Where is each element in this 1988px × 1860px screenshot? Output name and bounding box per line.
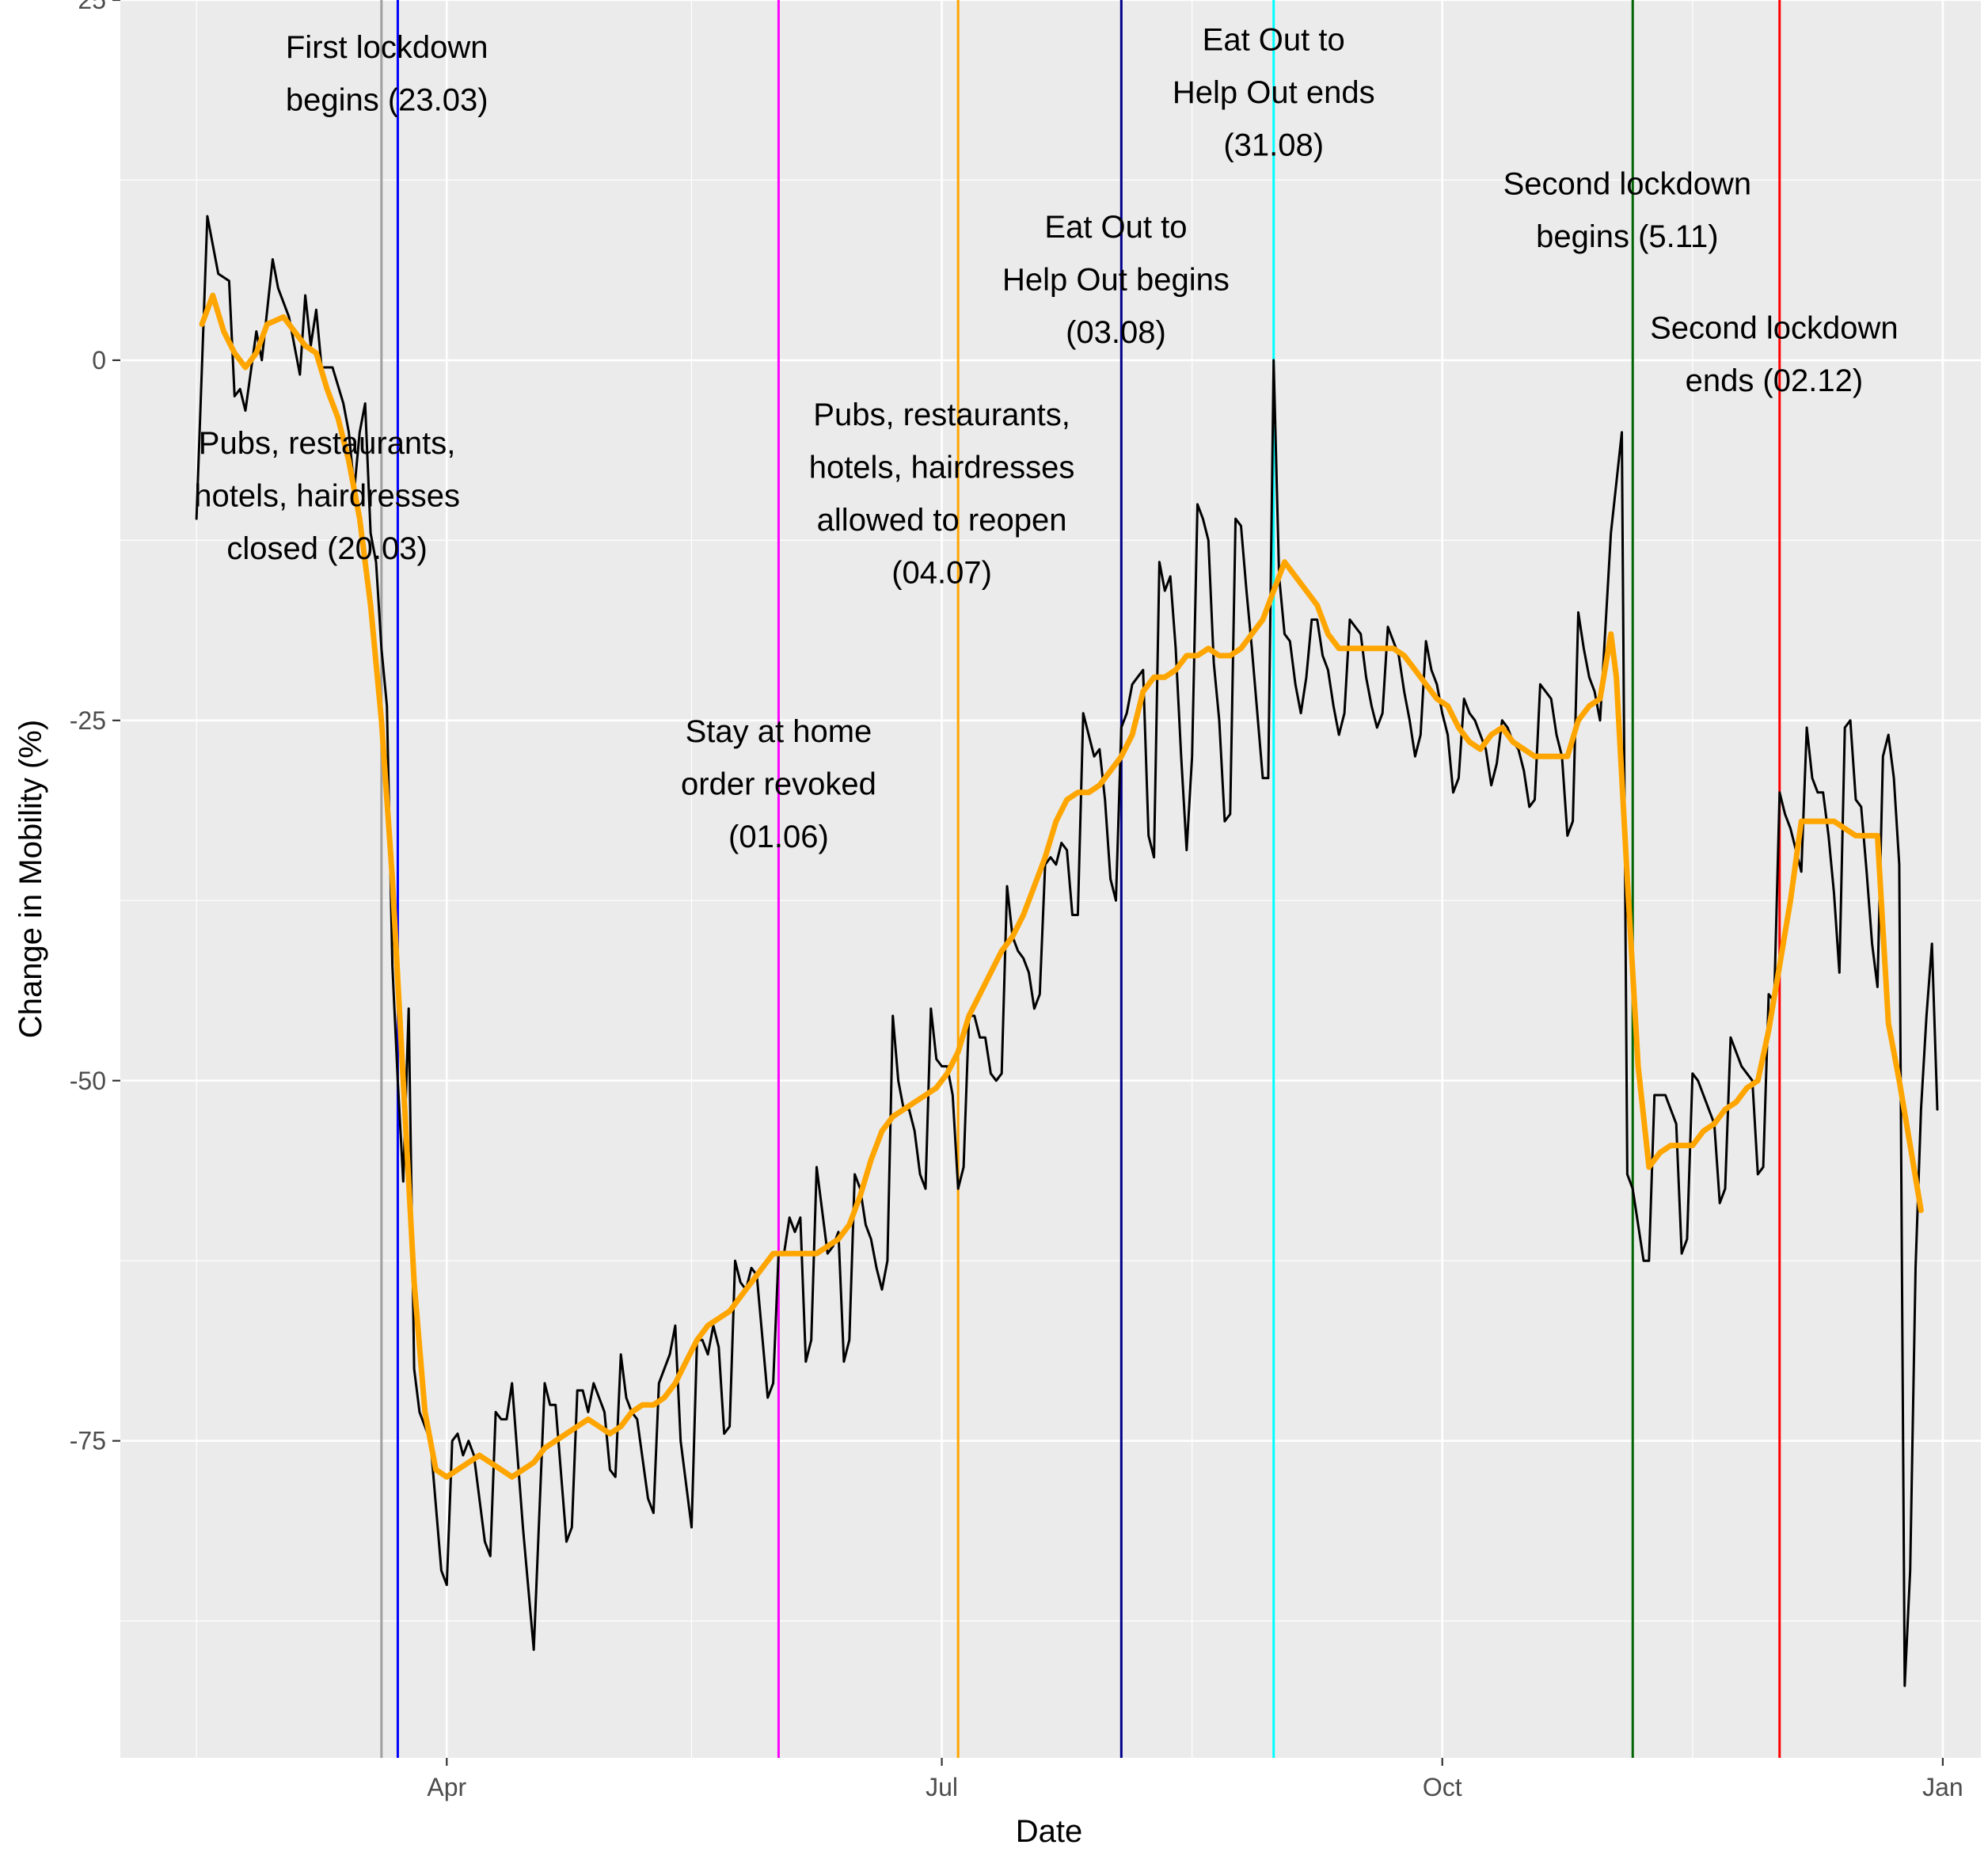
- y-tick-label: 0: [92, 346, 106, 375]
- annotation-label: Eat Out to Help Out begins (03.08): [1002, 210, 1230, 350]
- annotation-line: Second lockdown: [1650, 311, 1899, 346]
- series-lines: [195, 215, 1939, 1687]
- annotation-line: hotels, hairdresses: [809, 450, 1075, 485]
- annotation-line: (03.08): [1066, 315, 1166, 350]
- annotation-line: closed (20.03): [226, 531, 427, 566]
- annotation-line: hotels, hairdresses: [194, 479, 460, 514]
- annotation-line: Eat Out to: [1203, 23, 1345, 58]
- annotation-line: Help Out begins: [1002, 263, 1230, 298]
- annotation-label: Second lockdown begins (5.11): [1503, 167, 1752, 255]
- x-tick-label: Jan: [1922, 1773, 1963, 1801]
- x-tick-label: Jul: [926, 1773, 958, 1801]
- annotation-line: Help Out ends: [1173, 75, 1375, 110]
- x-axis-title: Date: [1016, 1814, 1083, 1849]
- smoothed-mobility-line: [199, 292, 1924, 1480]
- y-tick-label: -25: [70, 706, 106, 735]
- annotation-line: Second lockdown: [1503, 167, 1752, 202]
- annotation-label: Pubs, restaurants, hotels, hairdresses all…: [809, 397, 1075, 591]
- major-gridlines: [120, 0, 1981, 1758]
- annotation-line: begins (23.03): [286, 82, 488, 117]
- annotation-label: Second lockdown ends (02.12): [1650, 311, 1899, 399]
- annotation-line: First lockdown: [286, 30, 488, 65]
- y-tick-label: -75: [70, 1427, 106, 1455]
- y-tick-label: -50: [70, 1067, 106, 1095]
- annotation-line: begins (5.11): [1536, 219, 1719, 254]
- annotation-line: ends (02.12): [1686, 363, 1864, 398]
- daily-mobility-line: [195, 215, 1939, 1687]
- annotation-label: First lockdown begins (23.03): [286, 30, 488, 117]
- event-lines: [380, 0, 1781, 1758]
- annotation-line: order revoked: [681, 767, 876, 802]
- event-annotations: First lockdown begins (23.03) Pubs, restau…: [194, 23, 1898, 854]
- x-tick-label: Oct: [1423, 1773, 1462, 1801]
- minor-gridlines: [120, 0, 1981, 1758]
- annotation-label: Stay at home order revoked (01.06): [681, 714, 876, 854]
- annotation-line: (04.07): [891, 555, 992, 590]
- annotation-label: Pubs, restaurants, hotels, hairdresses clo…: [194, 426, 460, 566]
- y-tick-label: 25: [78, 0, 106, 14]
- annotation-line: (31.08): [1223, 128, 1324, 163]
- x-tick-label: Apr: [427, 1773, 466, 1801]
- annotation-line: Stay at home: [686, 714, 872, 749]
- y-axis-title: Change in Mobility (%): [13, 720, 48, 1038]
- annotation-label: Eat Out to Help Out ends (31.08): [1173, 23, 1375, 163]
- annotation-line: allowed to reopen: [817, 503, 1067, 538]
- annotation-line: Pubs, restaurants,: [199, 426, 456, 461]
- plot-panel: [120, 0, 1981, 1758]
- annotation-line: Eat Out to: [1044, 210, 1187, 245]
- annotation-line: Pubs, restaurants,: [813, 397, 1070, 432]
- annotation-line: (01.06): [728, 820, 829, 854]
- axes: 25 0 -25 -50 -75 Apr Jul Oct Jan: [70, 0, 1963, 1801]
